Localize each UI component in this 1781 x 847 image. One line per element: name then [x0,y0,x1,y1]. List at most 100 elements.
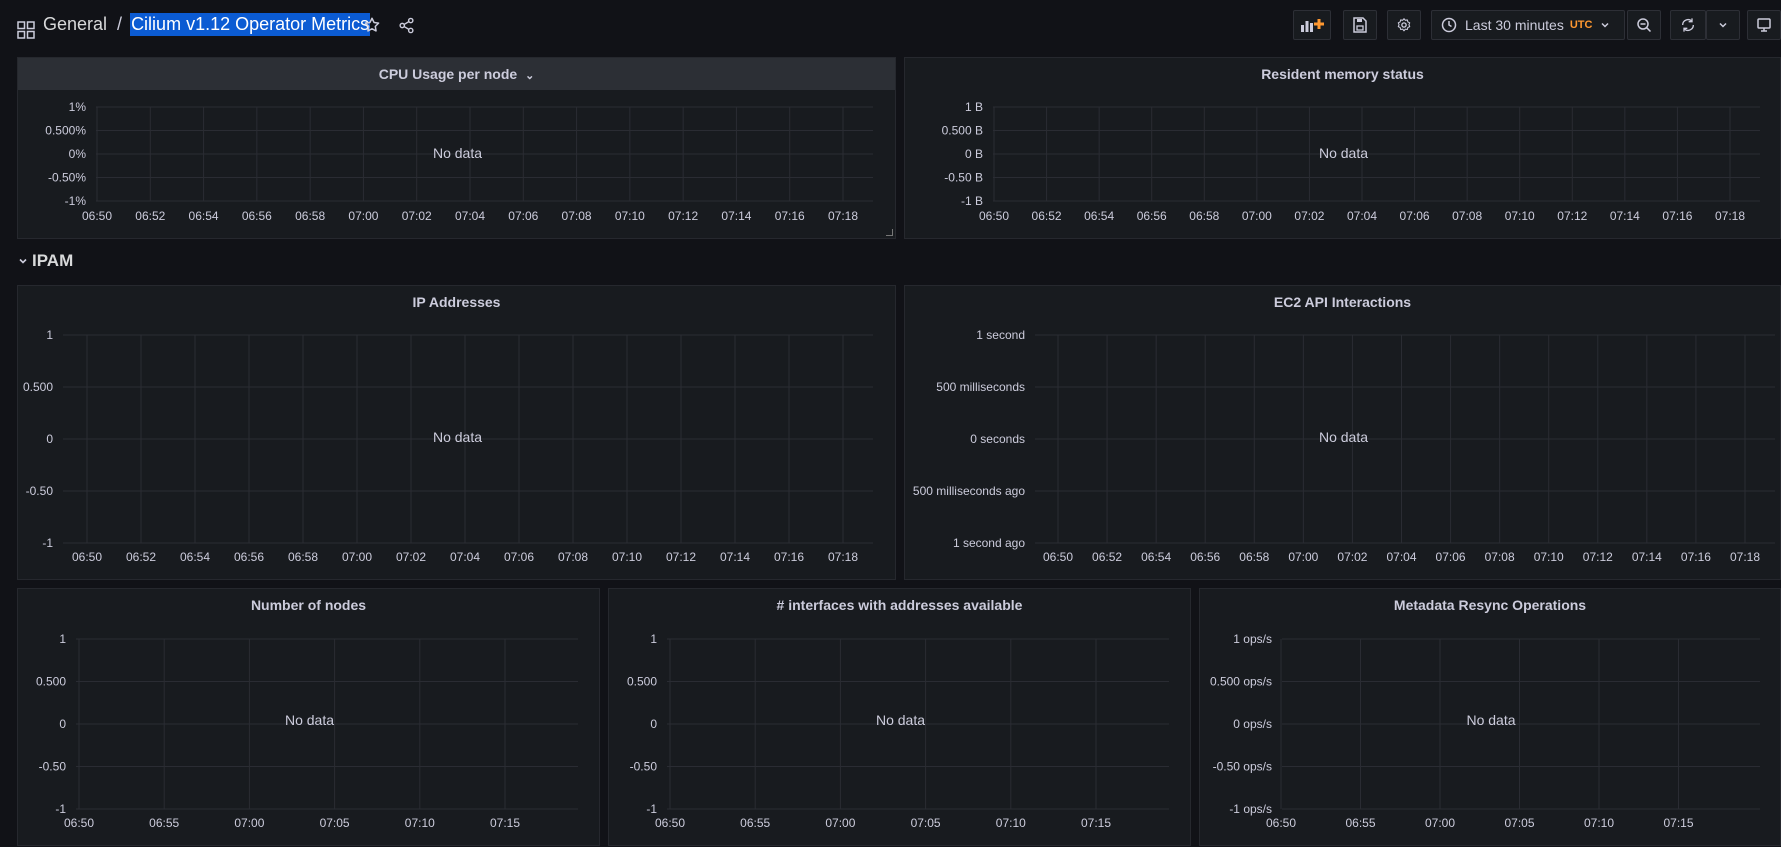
y-tick-label: 0.500 B [942,124,983,138]
x-tick-label: 06:56 [234,550,264,564]
y-tick-label: 0.500 [36,675,66,689]
dashboard-navbar: General / Cilium v1.12 Operator Metrics … [0,0,1781,52]
x-tick-label: 07:08 [1452,209,1482,223]
panel-title[interactable]: Resident memory status [1261,66,1424,82]
breadcrumb-folder[interactable]: General [43,14,108,34]
panel-ec2-api-interactions[interactable]: EC2 API Interactions 1 second 500 millise… [904,285,1781,580]
x-tick-label: 06:58 [295,209,325,223]
x-tick-label: 07:02 [1337,550,1367,564]
x-tick-label: 07:15 [1081,816,1111,830]
y-tick-label: -0.50 [630,760,658,774]
dashboard-settings-button[interactable] [1387,10,1421,40]
zoom-out-button[interactable] [1627,10,1661,40]
dashboard-list-icon[interactable] [17,16,35,44]
x-tick-label: 06:52 [135,209,165,223]
gear-icon [1397,18,1411,32]
x-tick-label: 06:55 [1345,816,1375,830]
x-tick-label: 07:10 [1584,816,1614,830]
y-tick-label: 0% [69,147,87,161]
x-tick-label: 06:55 [149,816,179,830]
no-data-label: No data [1466,712,1515,728]
panel-ip-addresses[interactable]: IP Addresses 1 0.500 0 -0.50 -1 06:50 06:52 06:… [17,285,896,580]
breadcrumb-separator: / [117,14,123,34]
panel-title[interactable]: IP Addresses [412,294,501,310]
y-tick-label: 0.500 [23,380,53,394]
x-tick-label: 07:10 [1505,209,1535,223]
x-tick-label: 06:54 [189,209,219,223]
panel-title[interactable]: Number of nodes [250,597,367,613]
panel-title[interactable]: EC2 API Interactions [1273,294,1412,310]
panel-interfaces-available[interactable]: # interfaces with addresses available 1 0… [608,588,1191,846]
x-tick-label: 07:00 [1242,209,1272,223]
row-header-ipam[interactable]: IPAM [18,251,73,271]
metadata-resync-chart[interactable]: 1 ops/s 0.500 ops/s 0 ops/s -0.50 ops/s -1 o… [1200,589,1781,847]
x-tick-label: 07:12 [666,550,696,564]
panel-title[interactable]: CPU Usage per node ⌄ [18,58,895,90]
panel-cpu-usage[interactable]: CPU Usage per node ⌄ 1% 0.500% 0% -0.50% -1%… [17,57,896,239]
x-tick-label: 07:18 [1730,550,1760,564]
time-range-picker[interactable]: Last 30 minutes UTC [1431,10,1625,40]
x-tick-label: 06:52 [1032,209,1062,223]
x-tick-label: 06:50 [82,209,112,223]
y-tick-label: 1 B [965,100,983,114]
y-tick-label: 1 ops/s [1233,632,1272,646]
breadcrumb: General / Cilium v1.12 Operator Metrics [43,13,371,36]
x-tick-label: 07:05 [320,816,350,830]
tv-mode-button[interactable] [1747,10,1781,40]
x-tick-label: 07:06 [508,209,538,223]
no-data-label: No data [433,429,482,445]
x-tick-label: 07:00 [825,816,855,830]
x-tick-label: 06:50 [64,816,94,830]
y-tick-label: 0 [650,717,657,731]
refresh-interval-dropdown[interactable] [1706,10,1740,40]
x-tick-label: 07:04 [455,209,485,223]
x-tick-label: 06:58 [1239,550,1269,564]
x-tick-label: 07:10 [615,209,645,223]
x-tick-label: 07:10 [612,550,642,564]
chevron-down-icon[interactable]: ⌄ [525,70,535,82]
x-tick-label: 06:54 [1141,550,1171,564]
x-tick-label: 07:16 [1662,209,1692,223]
panel-metadata-resync[interactable]: Metadata Resync Operations 1 ops/s 0.500 … [1199,588,1781,846]
interfaces-available-chart[interactable]: 1 0.500 0 -0.50 -106:50 06:55 07:00 07:05 07:10 0… [609,589,1192,847]
x-tick-label: 07:15 [1663,816,1693,830]
y-tick-label: -0.50% [48,171,86,185]
x-tick-label: 07:16 [775,209,805,223]
x-tick-label: 07:12 [1583,550,1613,564]
panel-resident-memory[interactable]: Resident memory status 1 B 0.500 B 0 B -0.5… [904,57,1781,239]
add-panel-button[interactable] [1293,10,1331,40]
x-tick-label: 07:14 [1610,209,1640,223]
x-tick-label: 07:10 [405,816,435,830]
panel-title[interactable]: Metadata Resync Operations [1393,597,1587,613]
x-tick-label: 06:52 [126,550,156,564]
x-tick-label: 07:18 [828,209,858,223]
ec2-api-chart[interactable]: 1 second 500 milliseconds 0 seconds 500 mil… [905,286,1781,581]
x-tick-label: 07:16 [774,550,804,564]
row-title: IPAM [32,251,74,270]
share-icon[interactable] [396,14,416,36]
panel-title[interactable]: # interfaces with addresses available [776,597,1023,613]
y-tick-label: -1 [55,802,66,816]
star-icon[interactable] [362,14,382,36]
panel-number-of-nodes[interactable]: Number of nodes 1 0.500 0 -0.50 -1 06:50 06:55… [17,588,600,846]
x-tick-label: 07:14 [721,209,751,223]
x-tick-label: 07:16 [1681,550,1711,564]
refresh-button[interactable] [1670,10,1706,40]
x-tick-label: 07:00 [234,816,264,830]
resident-memory-chart[interactable]: 1 B 0.500 B 0 B -0.50 B -1 B06:50 06:52 06:54 0… [905,58,1781,240]
dashboard-title[interactable]: Cilium v1.12 Operator Metrics [130,13,371,36]
ip-addresses-chart[interactable]: 1 0.500 0 -0.50 -1 06:50 06:52 06:54 06:56 06:58 0… [18,286,897,581]
resize-handle[interactable] [886,229,893,236]
number-of-nodes-chart[interactable]: 1 0.500 0 -0.50 -106:50 06:55 07:00 07:05 07:10 0… [18,589,601,847]
chevron-down-icon [19,258,27,264]
y-tick-label: 0 [59,717,66,731]
y-tick-label: 500 milliseconds [936,380,1025,394]
cpu-usage-chart[interactable]: 1% 0.500% 0% -0.50% -1%06:50 06:52 06:54 06:56 0… [18,58,897,240]
x-tick-label: 06:56 [1137,209,1167,223]
save-dashboard-button[interactable] [1343,10,1377,40]
y-tick-label: -1 [42,536,53,550]
x-tick-label: 07:06 [504,550,534,564]
no-data-label: No data [1319,145,1368,161]
x-tick-label: 07:08 [562,209,592,223]
x-tick-label: 07:02 [1294,209,1324,223]
